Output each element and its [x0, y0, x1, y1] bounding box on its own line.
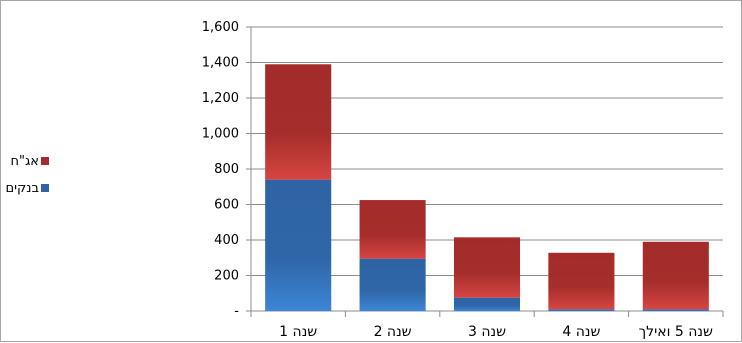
legend: אג"ח בנקים ומוסדיים	[1, 154, 49, 196]
x-tick-label: שנה 4	[562, 324, 600, 340]
y-tick-label: -	[234, 304, 239, 319]
bar-segment	[642, 241, 709, 310]
bars	[265, 64, 709, 311]
y-tick-label: 600	[214, 198, 239, 213]
bar-segment	[548, 252, 615, 310]
bar-segment	[453, 297, 521, 311]
y-tick-label: 1,000	[202, 127, 239, 142]
bar-segment	[642, 309, 709, 311]
y-tick-labels: - 200 400 600 800 1,000 1,200 1,400 1,600	[202, 20, 240, 319]
x-tick-labels: שנה 1 שנה 2 שנה 3 שנה 4 שנה 5 ואילך	[279, 324, 713, 340]
y-tick-label: 1,200	[202, 91, 239, 106]
y-tick-label: 1,600	[202, 20, 239, 35]
x-tick-label: שנה 5 ואילך	[639, 324, 713, 340]
bar-segment	[453, 237, 521, 298]
y-tick-label: 1,400	[202, 56, 239, 71]
x-tick-label: שנה 2	[374, 324, 412, 340]
y-tick-label: 200	[214, 269, 239, 284]
bar-segment	[265, 179, 332, 311]
legend-label: בנקים ומוסדיים	[1, 181, 39, 196]
x-tick-label: שנה 1	[279, 324, 317, 340]
bar-segment	[359, 258, 426, 311]
y-tick-label: 400	[214, 233, 239, 248]
legend-marker	[41, 157, 49, 165]
bar-segment	[359, 200, 426, 259]
bar-segment	[548, 309, 615, 311]
bar-segment	[265, 64, 332, 180]
legend-label: אג"ח	[10, 154, 39, 169]
legend-marker	[41, 184, 49, 192]
y-tick-label: 800	[214, 162, 239, 177]
x-tick-label: שנה 3	[468, 324, 506, 340]
